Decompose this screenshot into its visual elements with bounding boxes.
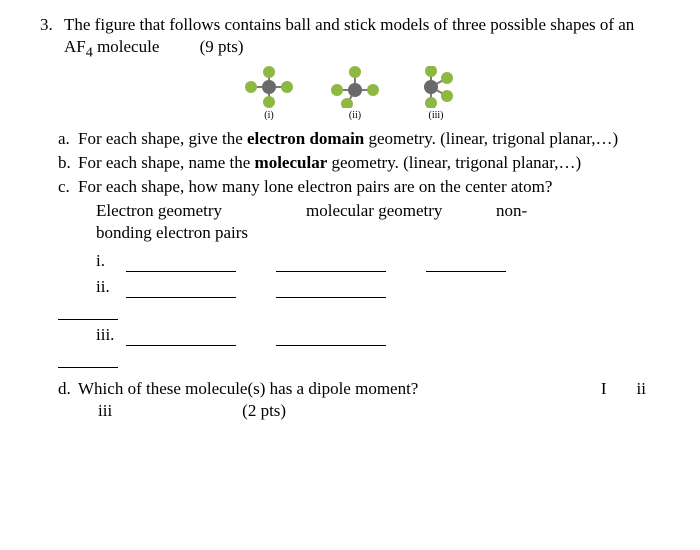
blank-i-2[interactable] [276,256,386,272]
blank-i-3[interactable] [426,256,506,272]
molecule-models-row: (i) (ii) [40,66,660,122]
part-c: c. For each shape, how many lone electro… [58,176,660,198]
part-a-text: For each shape, give the electron domain… [78,128,660,150]
answer-header-row-1: Electron geometry molecular geometry non… [58,200,660,222]
header-col-1: Electron geometry [96,200,306,222]
roman-i: i. [96,250,126,272]
roman-iii: iii. [96,324,126,346]
molecule-icon [241,66,297,108]
model-i: (i) [241,66,297,122]
model-label-i: (i) [264,109,273,122]
part-d-body: Which of these molecule(s) has a dipole … [78,378,660,422]
blank-ii-1[interactable] [126,282,236,298]
part-d-text: Which of these molecule(s) has a dipole … [78,378,418,400]
answer-row-ii-extra [96,296,660,320]
roman-ii: ii. [96,276,126,298]
blank-iii-3[interactable] [58,352,118,368]
model-iii: (iii) [413,66,459,122]
part-a: a. For each shape, give the electron dom… [58,128,660,150]
part-d-opt-I: I [601,378,607,400]
model-label-ii: (ii) [349,109,361,122]
header-col-2: molecular geometry [306,200,496,222]
part-b: b. For each shape, name the molecular ge… [58,152,660,174]
answer-row-ii: ii. [96,272,660,298]
question-body: The figure that follows contains ball an… [64,14,660,62]
blank-iii-1[interactable] [126,330,236,346]
molecule-icon [413,66,459,108]
blank-i-1[interactable] [126,256,236,272]
blank-ii-3[interactable] [58,304,118,320]
part-a-letter: a. [58,128,78,150]
model-label-iii: (iii) [429,109,444,122]
part-b-letter: b. [58,152,78,174]
question-points: (9 pts) [164,37,244,56]
part-d-opt-ii: ii [637,378,646,400]
molecule-icon [327,66,383,108]
page: 3. The figure that follows contains ball… [0,0,700,437]
question-text-2: molecule [93,37,160,56]
part-d-opt-iii: iii [98,400,112,422]
part-c-text: For each shape, how many lone electron p… [78,176,660,198]
answer-row-iii-extra [96,344,660,368]
part-d: d. Which of these molecule(s) has a dipo… [40,378,660,422]
answer-blanks: i. ii. iii. [58,246,660,368]
question-subscript: 4 [86,44,93,60]
part-d-letter: d. [58,378,78,422]
model-ii: (ii) [327,66,383,122]
sub-parts: a. For each shape, give the electron dom… [40,128,660,368]
part-c-letter: c. [58,176,78,198]
blank-iii-2[interactable] [276,330,386,346]
answer-row-i: i. [96,246,660,272]
question-number: 3. [40,14,64,62]
answer-header-row-2: bonding electron pairs [58,222,660,244]
question-stem: 3. The figure that follows contains ball… [40,14,660,62]
header-col-3: non- [496,200,527,222]
answer-row-iii: iii. [96,320,660,346]
part-b-text: For each shape, name the molecular geome… [78,152,660,174]
blank-ii-2[interactable] [276,282,386,298]
part-d-points: (2 pts) [242,400,286,422]
